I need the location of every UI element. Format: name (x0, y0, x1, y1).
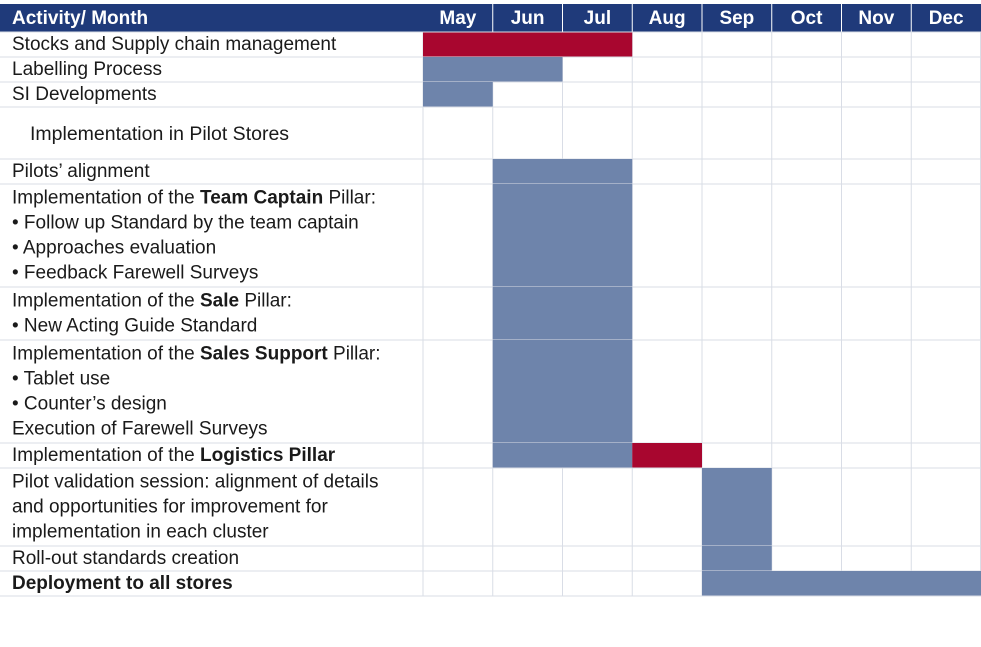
month-header-may: May (439, 8, 476, 29)
activity-label-sales-support: Implementation of the Sales Support Pill… (12, 344, 381, 365)
label-segment: • Tablet use (12, 369, 110, 390)
label-segment: implementation in each cluster (12, 522, 269, 543)
header-bar (0, 4, 981, 32)
label-segment: Pillar: (328, 344, 381, 365)
bar-rollout-0 (702, 546, 772, 571)
activity-label-pilot-validation: Pilot validation session: alignment of d… (12, 472, 378, 493)
bar-labelling-0 (423, 57, 563, 82)
activity-label-stocks: Stocks and Supply chain management (12, 34, 337, 55)
activity-label-pilot-validation: implementation in each cluster (12, 522, 269, 543)
month-header-sep: Sep (719, 8, 754, 29)
label-segment: • New Acting Guide Standard (12, 316, 257, 337)
label-segment: • Follow up Standard by the team captain (12, 213, 359, 234)
label-segment: Pilot validation session: alignment of d… (12, 472, 378, 493)
label-bold-segment: Sales Support (200, 344, 328, 365)
label-segment: Stocks and Supply chain management (12, 34, 337, 55)
label-segment: Pilots’ alignment (12, 161, 150, 182)
month-header-jul: Jul (584, 8, 611, 29)
activity-label-rollout: Roll-out standards creation (12, 548, 239, 569)
activity-label-sales-support: • Tablet use (12, 369, 110, 390)
section-heading: Implementation in Pilot Stores (30, 123, 289, 145)
month-header-jun: Jun (511, 8, 545, 29)
bar-team-captain-0 (492, 184, 633, 287)
activity-label-deployment: Deployment to all stores (12, 573, 233, 594)
activity-label-team-captain: Implementation of the Team Captain Pilla… (12, 188, 376, 209)
activity-label-pilot-validation: and opportunities for improvement for (12, 497, 328, 518)
month-header-oct: Oct (791, 8, 823, 29)
activity-label-labelling: Labelling Process (12, 59, 162, 80)
activity-label-team-captain: • Follow up Standard by the team captain (12, 213, 359, 234)
label-segment: Pillar: (323, 188, 376, 209)
activity-label-sale: • New Acting Guide Standard (12, 316, 257, 337)
label-bold-segment: Logistics Pillar (200, 445, 336, 466)
label-segment: • Approaches evaluation (12, 238, 216, 259)
label-segment: • Feedback Farewell Surveys (12, 263, 258, 284)
label-segment: Implementation of the (12, 445, 200, 466)
bar-sales-support-0 (492, 340, 633, 443)
label-bold-segment: Sale (200, 291, 239, 312)
label-segment: Implementation of the (12, 291, 200, 312)
bar-pilot-validation-0 (702, 468, 772, 546)
month-header-nov: Nov (858, 8, 894, 29)
label-segment: Implementation of the (12, 188, 200, 209)
label-bold-segment: Deployment to all stores (12, 573, 233, 594)
label-segment: Labelling Process (12, 59, 162, 80)
label-segment: Pillar: (239, 291, 292, 312)
activity-label-team-captain: • Approaches evaluation (12, 238, 216, 259)
activity-label-team-captain: • Feedback Farewell Surveys (12, 263, 258, 284)
bar-logistics-0 (492, 443, 633, 468)
bar-stocks-0 (423, 32, 633, 57)
bar-si-dev-0 (423, 82, 493, 107)
bar-logistics-1 (632, 443, 702, 468)
activity-label-sales-support: Execution of Farewell Surveys (12, 419, 268, 440)
label-bold-segment: Team Captain (200, 188, 323, 209)
activity-label-logistics: Implementation of the Logistics Pillar (12, 445, 336, 466)
activity-label-sale: Implementation of the Sale Pillar: (12, 291, 292, 312)
label-segment: SI Developments (12, 84, 157, 105)
activity-label-si-dev: SI Developments (12, 84, 157, 105)
label-segment: and opportunities for improvement for (12, 497, 328, 518)
activity-label-pilots-alignment: Pilots’ alignment (12, 161, 150, 182)
label-segment: • Counter’s design (12, 394, 167, 415)
label-segment: Implementation of the (12, 344, 200, 365)
header-label: Activity/ Month (12, 8, 148, 29)
bar-pilots-alignment-0 (492, 159, 633, 184)
month-header-dec: Dec (929, 8, 964, 29)
month-header-aug: Aug (649, 8, 686, 29)
label-segment: Roll-out standards creation (12, 548, 239, 569)
activity-label-sales-support: • Counter’s design (12, 394, 167, 415)
label-segment: Execution of Farewell Surveys (12, 419, 268, 440)
label-segment: Implementation in Pilot Stores (30, 123, 289, 145)
bar-sale-0 (492, 287, 633, 340)
bar-deployment-0 (702, 571, 981, 596)
